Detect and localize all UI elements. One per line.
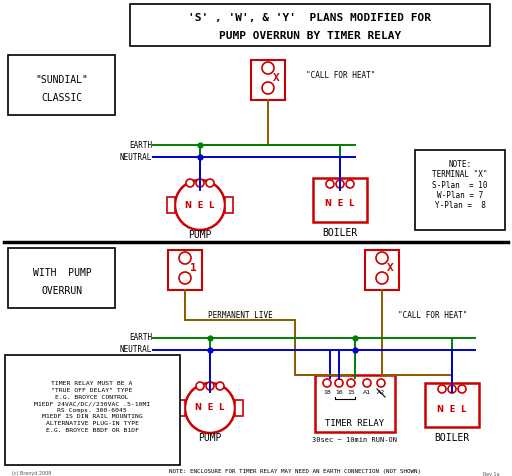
Circle shape (376, 272, 388, 284)
Bar (415, 150, 505, 230)
Circle shape (323, 379, 331, 387)
Bar (130, 4, 490, 46)
Text: "CALL FOR HEAT": "CALL FOR HEAT" (306, 70, 375, 79)
Text: A2: A2 (377, 390, 385, 396)
Text: PUMP: PUMP (198, 433, 222, 443)
Text: BOILER: BOILER (434, 433, 470, 443)
Text: A1: A1 (363, 390, 371, 396)
Bar (425, 383, 479, 427)
Circle shape (262, 82, 274, 94)
Bar (167, 197, 175, 213)
Circle shape (216, 382, 224, 390)
Circle shape (377, 379, 385, 387)
Text: PUMP OVERRUN BY TIMER RELAY: PUMP OVERRUN BY TIMER RELAY (219, 31, 401, 41)
Circle shape (175, 180, 225, 230)
Circle shape (196, 179, 204, 187)
Bar (8, 248, 115, 308)
Text: (c) Brenyd 2009: (c) Brenyd 2009 (12, 472, 51, 476)
Circle shape (363, 379, 371, 387)
Text: 18: 18 (323, 390, 331, 396)
Bar (315, 375, 395, 432)
Circle shape (376, 252, 388, 264)
Text: TIMER RELAY MUST BE A
"TRUE OFF DELAY" TYPE
E.G. BROYCE CONTROL
M1EDF 24VAC/DC//: TIMER RELAY MUST BE A "TRUE OFF DELAY" T… (34, 381, 150, 433)
Bar (313, 178, 367, 222)
Text: PUMP: PUMP (188, 230, 212, 240)
Text: "SUNDIAL": "SUNDIAL" (35, 75, 89, 85)
Text: 30sec ~ 10min RUN-ON: 30sec ~ 10min RUN-ON (312, 437, 397, 443)
Text: BOILER: BOILER (323, 228, 357, 238)
Text: WITH  PUMP: WITH PUMP (33, 268, 91, 278)
Circle shape (438, 385, 446, 393)
Bar (251, 60, 285, 100)
Text: NEUTRAL: NEUTRAL (120, 346, 152, 355)
Text: 15: 15 (347, 390, 355, 396)
Circle shape (458, 385, 466, 393)
Text: Rev 1a: Rev 1a (483, 472, 500, 476)
Text: NOTE: ENCLOSURE FOR TIMER RELAY MAY NEED AN EARTH CONNECTION (NOT SHOWN): NOTE: ENCLOSURE FOR TIMER RELAY MAY NEED… (169, 468, 421, 474)
Bar (177, 400, 185, 416)
Text: EARTH: EARTH (129, 334, 152, 343)
Bar (365, 250, 399, 290)
Text: NEUTRAL: NEUTRAL (120, 152, 152, 161)
Circle shape (206, 179, 214, 187)
Circle shape (196, 382, 204, 390)
Text: TIMER RELAY: TIMER RELAY (326, 419, 385, 428)
Circle shape (336, 180, 344, 188)
Text: N  E  L: N E L (195, 404, 225, 413)
Text: PERMANENT LIVE: PERMANENT LIVE (208, 310, 272, 319)
Text: N  E  L: N E L (437, 405, 466, 414)
Circle shape (448, 385, 456, 393)
Circle shape (179, 252, 191, 264)
Text: OVERRUN: OVERRUN (41, 286, 82, 296)
Text: 1: 1 (189, 263, 197, 273)
Text: X: X (272, 73, 280, 83)
Text: N  E  L: N E L (325, 199, 355, 208)
Circle shape (179, 272, 191, 284)
Text: EARTH: EARTH (129, 140, 152, 149)
Circle shape (347, 379, 355, 387)
Bar (5, 355, 180, 465)
Text: N  E  L: N E L (185, 200, 215, 209)
Text: X: X (387, 263, 393, 273)
Circle shape (186, 179, 194, 187)
Bar (168, 250, 202, 290)
Text: 'S' , 'W', & 'Y'  PLANS MODIFIED FOR: 'S' , 'W', & 'Y' PLANS MODIFIED FOR (188, 13, 432, 23)
Circle shape (206, 382, 214, 390)
Bar (8, 55, 115, 115)
Circle shape (326, 180, 334, 188)
Text: "CALL FOR HEAT": "CALL FOR HEAT" (398, 310, 467, 319)
Circle shape (346, 180, 354, 188)
Circle shape (335, 379, 343, 387)
Text: NOTE:
TERMINAL "X"
S-Plan  = 10
W-Plan = 7
Y-Plan =  8: NOTE: TERMINAL "X" S-Plan = 10 W-Plan = … (432, 160, 488, 210)
Circle shape (262, 62, 274, 74)
Bar (235, 400, 243, 416)
Circle shape (185, 383, 235, 433)
Text: CLASSIC: CLASSIC (41, 93, 82, 103)
Text: 16: 16 (335, 390, 343, 396)
Bar (225, 197, 233, 213)
